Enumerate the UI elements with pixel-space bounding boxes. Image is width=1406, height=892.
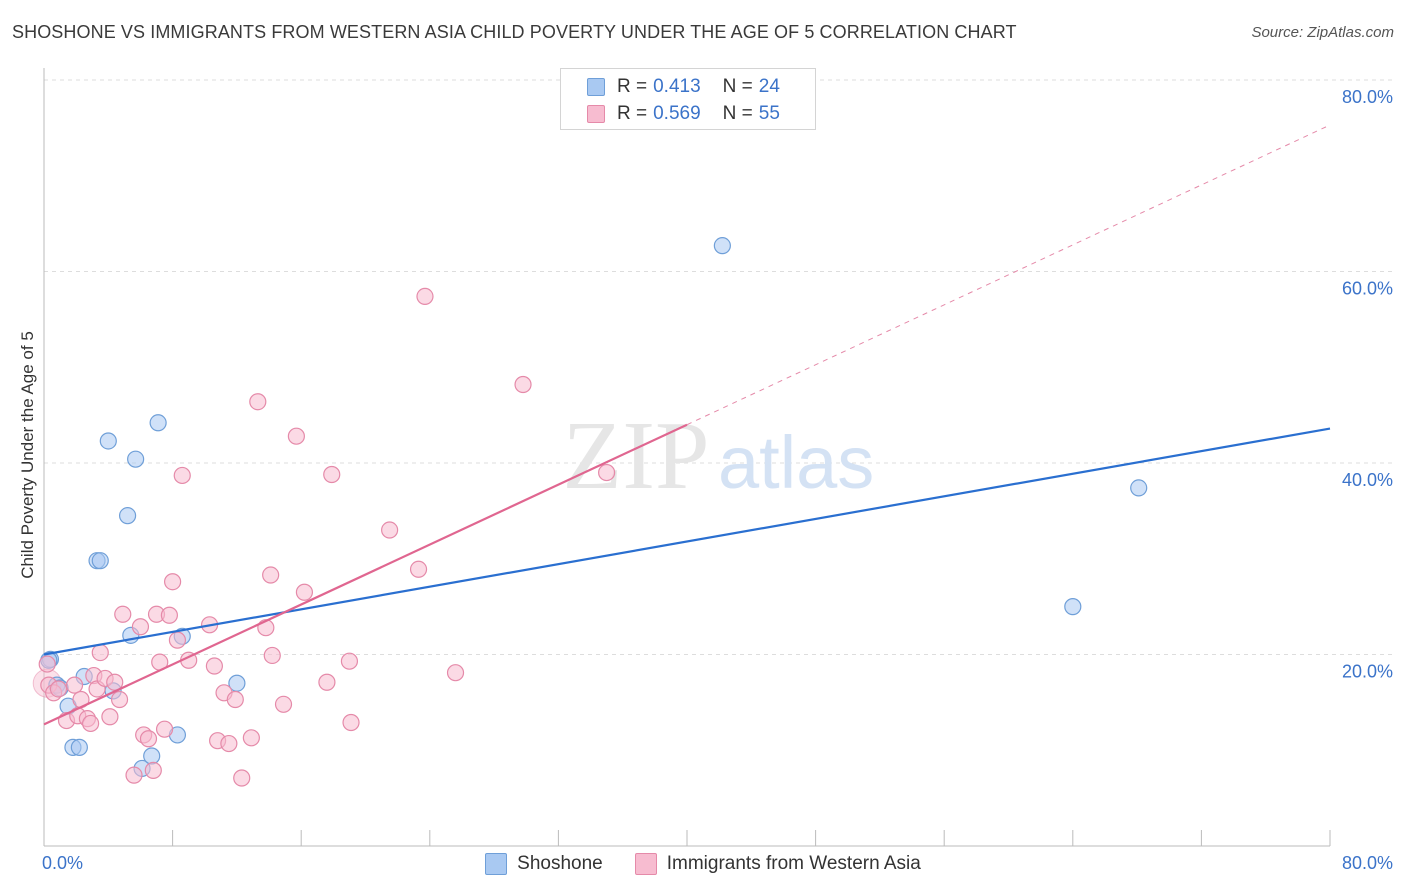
immigrants-point <box>220 734 238 753</box>
shoshone-swatch <box>485 853 508 875</box>
y-tick-label: 80.0% <box>1342 87 1393 107</box>
gridlines <box>44 79 1392 655</box>
watermark-atlas: atlas <box>718 421 874 504</box>
immigrants-point <box>242 729 260 747</box>
legend-row-immigrants: R = 0.569 N = 55 <box>587 102 780 126</box>
r-value: 0.569 <box>653 103 701 124</box>
immigrants-point <box>155 720 174 738</box>
trend-lines <box>43 124 1331 726</box>
legend-row-shoshone: R = 0.413 N = 24 <box>587 75 780 99</box>
immigrants-point <box>139 730 158 748</box>
n-value: 24 <box>758 76 780 97</box>
legend-label-immigrants: Immigrants from Western Asia <box>666 853 921 874</box>
source-label: Source: ZipAtlas.com <box>1251 24 1394 41</box>
immigrants-point <box>274 695 293 713</box>
immigrants-swatch <box>634 853 657 875</box>
y-tick-label: 40.0% <box>1342 470 1393 490</box>
immigrants-point <box>49 680 68 698</box>
immigrants-point <box>323 465 341 484</box>
immigrants-point <box>160 606 178 624</box>
r-value: 0.413 <box>653 76 701 97</box>
immigrants-point <box>164 573 182 591</box>
immigrants-point <box>416 287 434 305</box>
immigrants-point <box>287 427 305 445</box>
shoshone-point <box>713 237 731 255</box>
tick-labels: 20.0% 40.0% 60.0% 80.0% 0.0% 80.0% <box>42 87 1393 873</box>
immigrants-point <box>409 560 428 578</box>
watermark: ZIP atlas <box>563 402 875 510</box>
shoshone-point <box>118 507 137 525</box>
immigrants-point <box>598 463 616 482</box>
y-tick-label: 60.0% <box>1342 279 1393 299</box>
shoshone-point <box>70 738 88 756</box>
legend-item-immigrants: Immigrants from Western Asia <box>634 853 921 875</box>
immigrants-point <box>144 761 162 779</box>
immigrants-point <box>131 618 150 636</box>
immigrants-point <box>226 690 244 709</box>
data-points <box>32 237 1148 787</box>
immigrants-point <box>110 690 129 709</box>
n-label: N = <box>722 76 753 97</box>
immigrants-point <box>233 769 251 787</box>
shoshone-point <box>149 414 167 432</box>
y-tick-label: 20.0% <box>1342 662 1393 682</box>
immigrants-point <box>249 393 267 411</box>
immigrants-point <box>65 676 84 694</box>
r-label: R = <box>617 103 648 124</box>
immigrants-point <box>514 375 532 394</box>
immigrants-point <box>263 646 281 665</box>
immigrants-point <box>38 655 56 673</box>
immigrants-point <box>91 643 109 662</box>
immigrants-point <box>318 673 336 691</box>
shoshone-point <box>91 552 109 570</box>
shoshone-point <box>143 747 161 765</box>
immigrants-point <box>342 713 360 732</box>
immigrants-point <box>114 605 132 623</box>
n-label: N = <box>722 103 753 124</box>
immigrants-point <box>173 466 191 485</box>
immigrants-point <box>168 631 187 649</box>
watermark-zip: ZIP <box>563 402 710 510</box>
chart-title: SHOSHONE VS IMMIGRANTS FROM WESTERN ASIA… <box>12 22 1017 42</box>
shoshone-point <box>1130 479 1148 497</box>
immigrants-swatch <box>587 105 605 123</box>
axes <box>43 68 1331 847</box>
x-tick-label: 80.0% <box>1342 853 1393 873</box>
immigrants-point <box>101 708 119 726</box>
immigrants-point <box>295 583 314 601</box>
immigrants-point <box>125 766 143 784</box>
correlation-legend: R = 0.413 N = 24 R = 0.569 N = 55 <box>560 68 816 130</box>
immigrants-point <box>446 664 465 682</box>
shoshone-swatch <box>587 78 605 96</box>
shoshone-point <box>1064 598 1082 616</box>
immigrants-point <box>262 566 280 584</box>
shoshone-point <box>127 450 145 468</box>
r-label: R = <box>617 76 648 97</box>
series-legend: Shoshone Immigrants from Western Asia <box>0 851 1406 877</box>
n-value: 55 <box>758 103 780 124</box>
legend-label-shoshone: Shoshone <box>517 853 603 874</box>
immigrants-trend-extension <box>686 124 1331 426</box>
legend-item-shoshone: Shoshone <box>485 853 603 875</box>
x-tick-label: 0.0% <box>42 853 83 873</box>
immigrants-point <box>82 714 100 733</box>
immigrants-point <box>381 521 399 539</box>
immigrants-point <box>205 657 223 675</box>
shoshone-trend-line <box>43 427 1331 656</box>
immigrants-point <box>340 652 359 670</box>
shoshone-point <box>99 432 117 450</box>
immigrants-trend-line <box>43 423 688 726</box>
